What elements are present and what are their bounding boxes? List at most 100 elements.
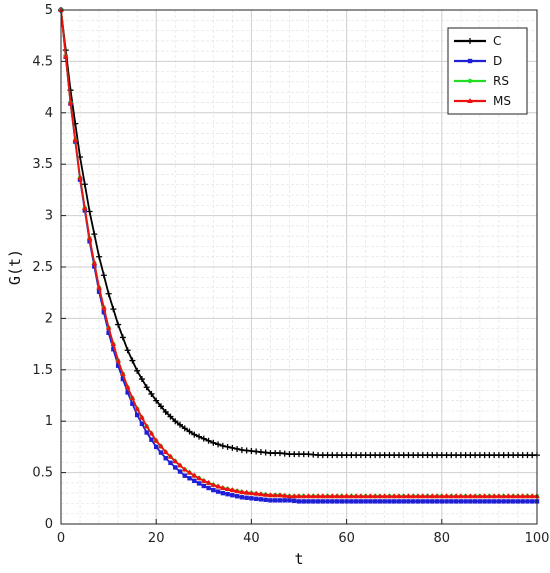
data-point-d — [268, 498, 273, 503]
data-point-ms — [510, 493, 516, 499]
data-point-ms — [101, 304, 107, 310]
data-point-ms — [524, 493, 531, 499]
data-point-d — [339, 499, 345, 504]
y-tick-label: 4.5 — [32, 54, 53, 69]
data-point-d — [363, 499, 368, 504]
data-point-ms — [419, 493, 426, 499]
data-point-d — [220, 490, 226, 496]
x-axis-label: t — [294, 550, 303, 568]
legend-marker-c — [467, 38, 473, 44]
data-point-d — [344, 499, 349, 504]
data-point-ms — [139, 414, 145, 420]
data-point-ms — [410, 493, 417, 499]
data-point-d — [134, 412, 140, 418]
data-point-c — [224, 443, 231, 450]
data-point-d — [192, 478, 197, 484]
data-point-c — [162, 408, 169, 415]
data-point-d — [101, 310, 107, 315]
y-tick-label: 3 — [45, 209, 53, 224]
data-point-d — [382, 499, 387, 504]
legend-marker-ms — [467, 98, 473, 103]
data-point-ms — [62, 53, 69, 59]
legend-box — [447, 27, 528, 115]
data-point-d — [225, 491, 230, 497]
data-point-ms — [453, 493, 459, 499]
data-point-c — [229, 444, 236, 451]
y-tick-label: 1 — [45, 414, 53, 429]
data-point-ms — [439, 493, 445, 499]
data-point-d — [96, 289, 102, 294]
tick-labels: 0 20 40 60 80 100 0 0.5 1 1.5 2 2.5 3 3.5 4 4.5 5 — [32, 3, 549, 546]
data-point-ms — [396, 493, 402, 499]
data-point-c — [86, 208, 93, 215]
data-point-d — [177, 469, 183, 474]
data-point-ms — [129, 395, 136, 401]
data-point-ms — [272, 492, 278, 498]
data-point-ms — [486, 493, 493, 499]
data-point-ms — [505, 493, 512, 499]
y-tick-label: 2.5 — [32, 260, 53, 275]
data-point-d — [106, 330, 111, 335]
legend-item-rs: RS — [454, 74, 509, 88]
data-point-ms — [434, 493, 440, 499]
data-point-ms — [343, 493, 350, 499]
data-point-ms — [248, 490, 255, 496]
data-point-d — [530, 499, 535, 504]
data-point-d — [392, 499, 397, 504]
data-point-d — [334, 499, 340, 504]
data-point-d — [325, 499, 330, 504]
data-point-d — [244, 495, 249, 500]
data-point-ms — [300, 493, 307, 499]
data-point-c — [215, 441, 222, 448]
y-tick-label: 4 — [45, 106, 53, 121]
data-point-ms — [296, 493, 302, 499]
data-point-ms — [158, 443, 164, 449]
data-point-ms — [348, 493, 355, 499]
data-point-d — [396, 499, 402, 504]
data-point-d — [230, 493, 235, 498]
data-point-ms — [377, 493, 383, 499]
data-point-ms — [362, 493, 369, 499]
legend-marker-d — [467, 58, 473, 64]
data-point-d — [430, 499, 435, 504]
data-point-ms — [220, 485, 226, 491]
data-point-d — [130, 401, 135, 406]
y-tick-label: 2 — [45, 311, 53, 326]
data-point-ms — [196, 475, 202, 481]
x-tick-label: 0 — [57, 531, 65, 546]
legend-item-c: C — [454, 34, 501, 48]
data-point-ms — [381, 493, 388, 499]
data-point-ms — [96, 284, 102, 290]
data-point-c — [196, 433, 203, 440]
legend-label-d: D — [493, 54, 502, 68]
data-point-ms — [110, 341, 117, 347]
data-point-d — [120, 376, 126, 382]
data-point-ms — [329, 493, 336, 499]
data-point-ms — [105, 324, 112, 330]
data-point-d — [154, 444, 159, 450]
data-point-d — [439, 499, 444, 504]
y-tick-label: 0.5 — [32, 466, 53, 481]
data-point-d — [125, 390, 130, 395]
data-point-d — [525, 499, 530, 504]
data-point-ms — [172, 458, 179, 464]
data-point-d — [425, 499, 430, 504]
data-point-d — [368, 499, 373, 504]
data-point-ms — [215, 483, 221, 489]
data-point-ms — [334, 493, 340, 499]
data-point-c — [119, 334, 126, 341]
data-point-c — [148, 390, 155, 397]
y-tick-label: 3.5 — [32, 157, 53, 172]
data-point-c — [105, 290, 112, 297]
data-point-d — [406, 499, 411, 504]
data-point-ms — [529, 493, 536, 499]
data-point-ms — [134, 405, 140, 411]
data-point-d — [330, 499, 335, 504]
data-point-d — [149, 437, 154, 442]
legend-label-rs: RS — [493, 74, 509, 88]
data-point-ms — [162, 449, 169, 455]
y-tick-label: 5 — [45, 3, 53, 18]
data-point-d — [253, 496, 259, 502]
data-point-ms — [77, 174, 83, 180]
data-point-d — [511, 499, 516, 504]
